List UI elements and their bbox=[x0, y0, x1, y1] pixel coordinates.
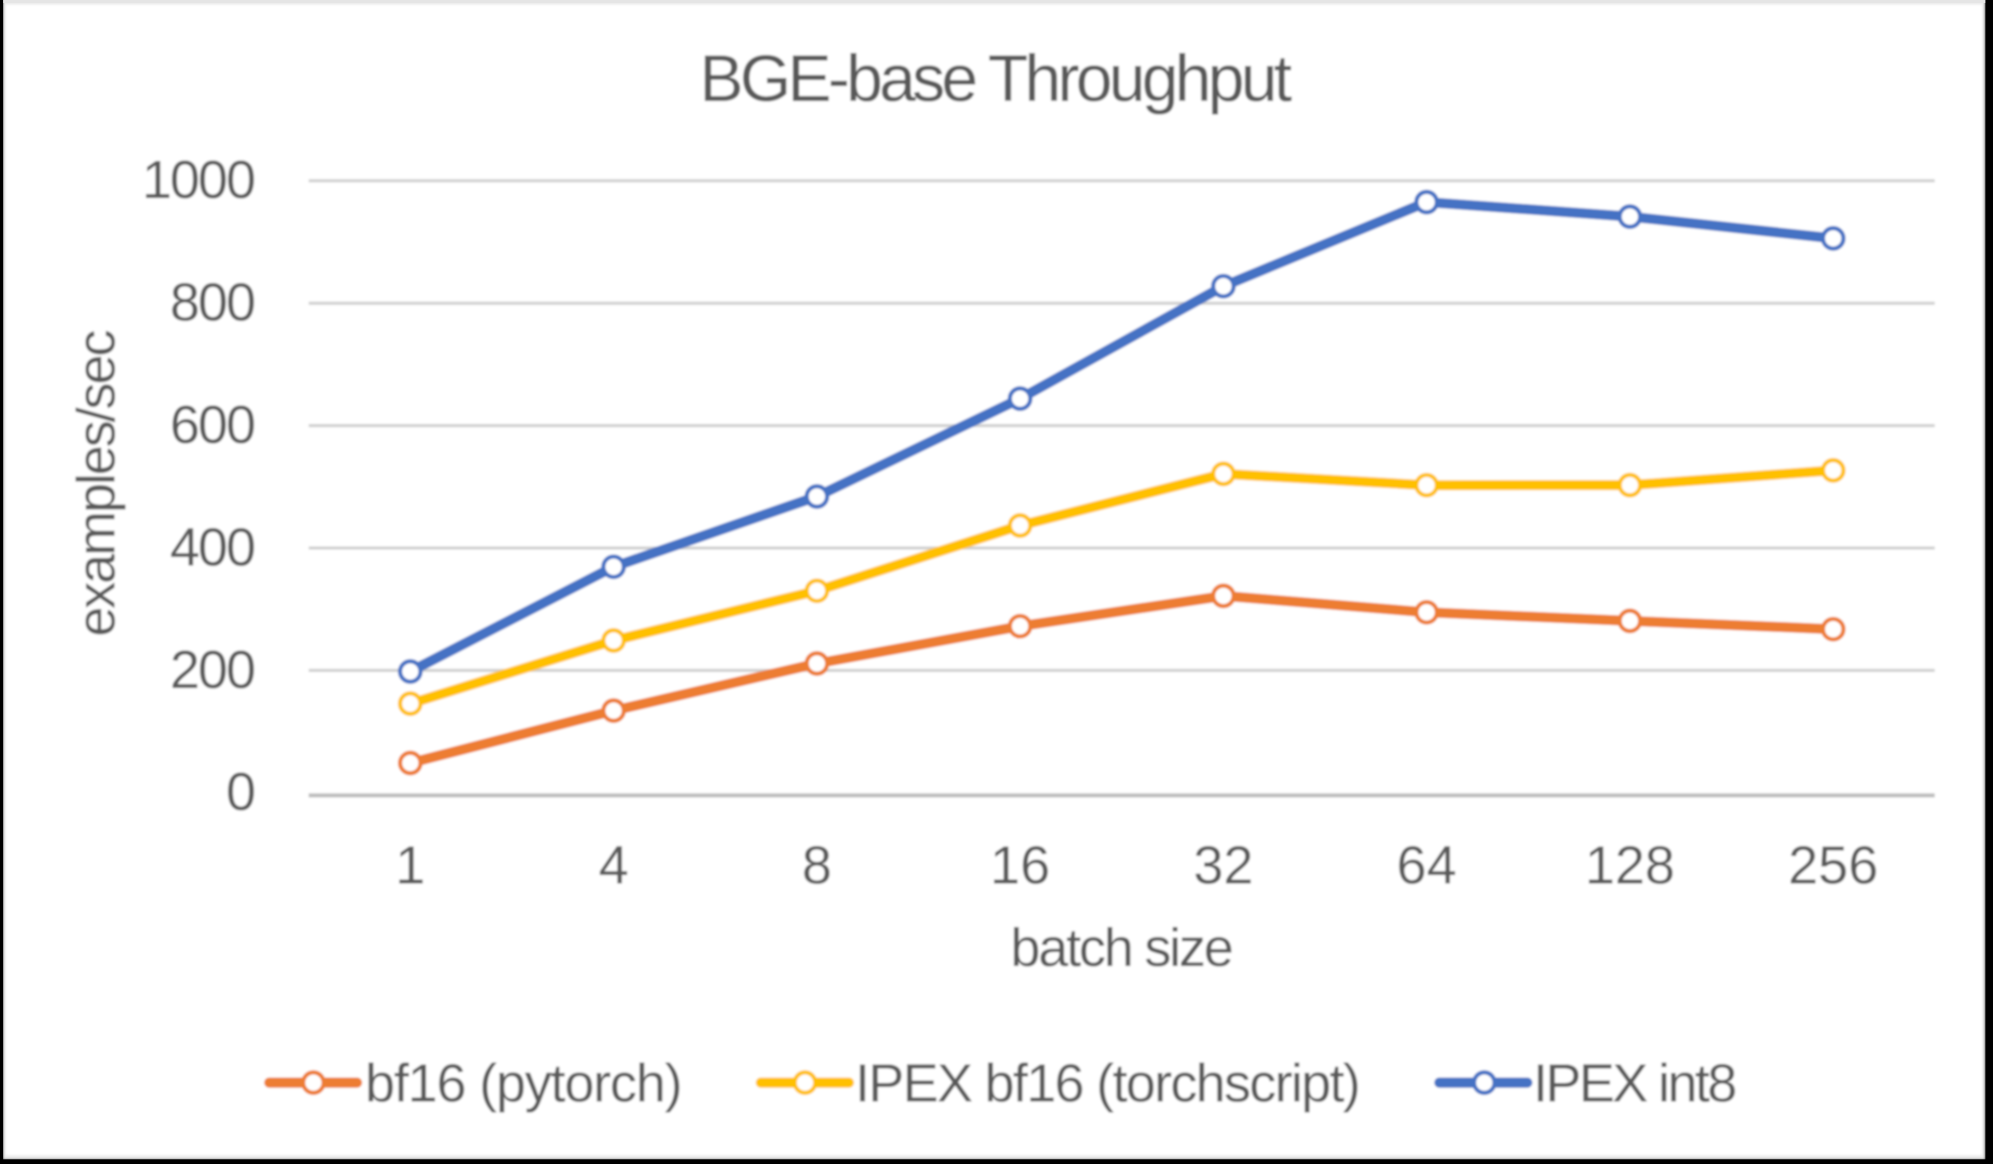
svg-text:16: 16 bbox=[990, 836, 1050, 896]
svg-text:800: 800 bbox=[170, 273, 254, 333]
svg-text:1000: 1000 bbox=[142, 150, 254, 210]
svg-text:600: 600 bbox=[170, 395, 254, 455]
svg-text:4: 4 bbox=[599, 836, 629, 896]
svg-text:128: 128 bbox=[1585, 836, 1675, 896]
svg-text:32: 32 bbox=[1193, 836, 1253, 896]
svg-text:256: 256 bbox=[1788, 836, 1878, 896]
svg-text:400: 400 bbox=[170, 517, 254, 577]
svg-text:0: 0 bbox=[226, 762, 254, 822]
svg-text:IPEX int8: IPEX int8 bbox=[1533, 1054, 1735, 1114]
svg-text:batch size: batch size bbox=[1010, 918, 1231, 978]
svg-text:BGE-base Throughput: BGE-base Throughput bbox=[700, 41, 1292, 115]
svg-text:8: 8 bbox=[802, 836, 832, 896]
svg-text:examples/sec: examples/sec bbox=[67, 331, 127, 637]
svg-text:200: 200 bbox=[170, 640, 254, 700]
svg-text:1: 1 bbox=[395, 836, 425, 896]
svg-text:64: 64 bbox=[1397, 836, 1457, 896]
svg-text:IPEX bf16 (torchscript): IPEX bf16 (torchscript) bbox=[855, 1054, 1359, 1114]
svg-text:bf16 (pytorch): bf16 (pytorch) bbox=[365, 1054, 681, 1114]
